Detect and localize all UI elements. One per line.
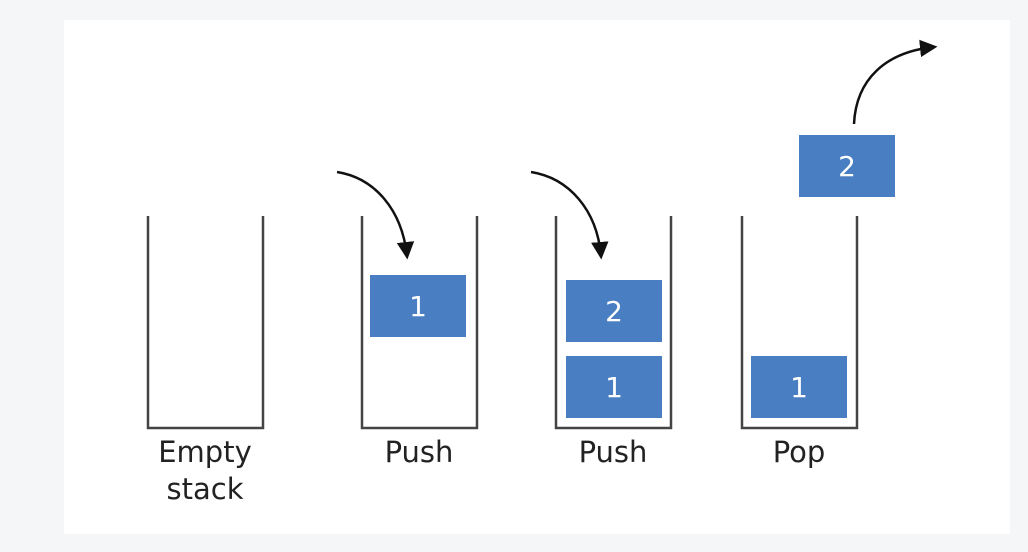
stack-item-box [370,275,466,337]
curved-arrow-down-icon [336,170,415,260]
stack-pop: 2 1 Pop [740,39,938,469]
curved-arrow-up-right-icon [852,39,938,125]
stack-empty: Empty stack [146,216,265,506]
stack-item-label: 2 [605,295,623,328]
diagram-panel [64,20,1010,534]
stack-caption: Pop [773,435,826,469]
stack-item-box [566,356,662,418]
stack-item-box [751,356,847,418]
popped-item-box [799,135,895,197]
stack-item-label: 1 [409,290,427,323]
stack-caption: Empty [158,435,252,469]
stack-item-box [566,280,662,342]
stack-container-outline [146,216,265,430]
stack-caption: Push [579,435,648,469]
stack-caption-line2: stack [167,472,244,506]
stack-container-outline [360,216,479,430]
stack-item-label: 1 [790,371,808,404]
stack-push-1: 1 Push [336,170,479,469]
stack-container-outline [740,216,859,430]
stack-push-2: 2 1 Push [530,170,673,469]
stack-container-outline [554,216,673,430]
curved-arrow-down-icon [530,170,609,260]
popped-item-label: 2 [838,150,856,183]
stack-item-label: 1 [605,371,623,404]
stack-caption: Push [385,435,454,469]
